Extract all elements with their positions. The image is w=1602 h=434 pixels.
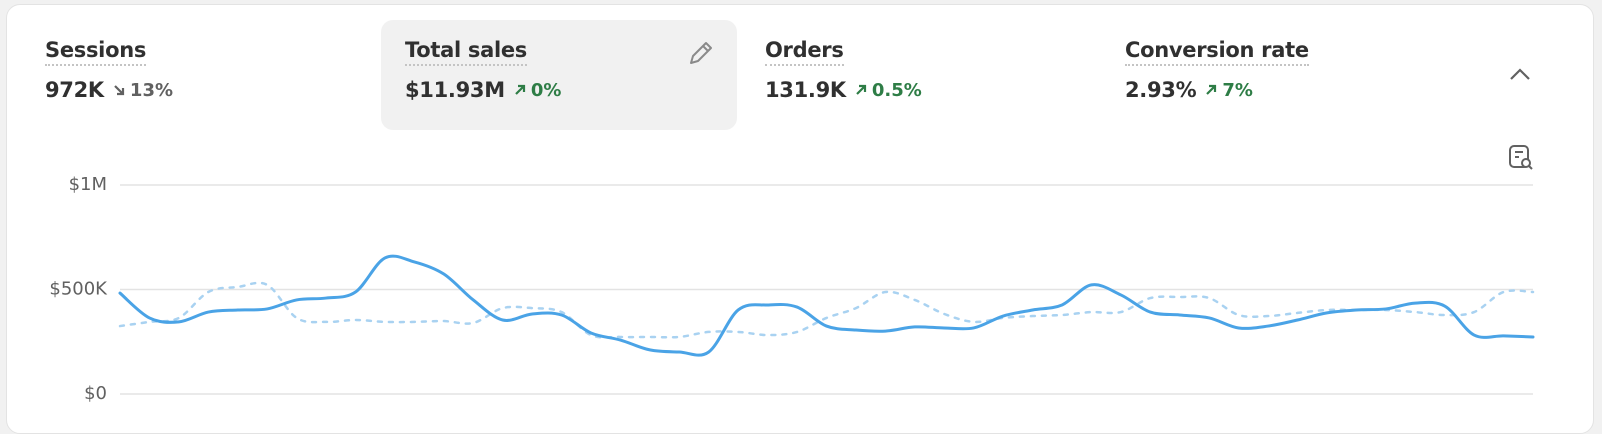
trend-arrow bbox=[856, 84, 867, 95]
page: Sessions 972K 13% Total sales $11.93M 0% Order… bbox=[6, 4, 1594, 434]
metric-change: 0% bbox=[513, 79, 562, 101]
metric-label: Orders bbox=[765, 38, 844, 66]
metric-label: Conversion rate bbox=[1125, 38, 1309, 66]
arrow-path bbox=[515, 84, 525, 95]
y-tick-label: $500K bbox=[49, 279, 108, 300]
change-text: 0.5% bbox=[871, 79, 922, 101]
change-text: 13% bbox=[129, 79, 174, 101]
metric-label: Sessions bbox=[45, 38, 146, 66]
metric-row: 972K 13% bbox=[45, 78, 353, 102]
metric-tab[interactable]: Orders 131.9K 0.5% bbox=[741, 20, 1097, 130]
trend-arrow bbox=[114, 85, 125, 96]
metric-row: $11.93M 0% bbox=[405, 78, 713, 102]
metric-tab[interactable]: Conversion rate 2.93% 7% bbox=[1101, 20, 1457, 130]
arrow-path bbox=[114, 85, 125, 96]
trend-arrow bbox=[515, 84, 525, 95]
sales-line bbox=[118, 254, 1535, 357]
metric-tab[interactable]: Total sales $11.93M 0% bbox=[381, 20, 737, 130]
metric-row: 2.93% 7% bbox=[1125, 78, 1433, 102]
change-text: 7% bbox=[1222, 79, 1253, 101]
trend-arrow bbox=[1206, 84, 1217, 95]
metric-label: Total sales bbox=[405, 38, 527, 66]
metric-value: 131.9K bbox=[765, 78, 846, 102]
collapse-icon[interactable] bbox=[1507, 65, 1533, 85]
arrow-path bbox=[856, 84, 867, 95]
y-tick-label: $0 bbox=[84, 383, 107, 404]
analyze-icon[interactable] bbox=[1505, 141, 1537, 173]
y-tick-label: $1M bbox=[69, 174, 107, 195]
metric-change: 13% bbox=[112, 80, 173, 101]
analytics-card: Sessions 972K 13% Total sales $11.93M 0% Order… bbox=[6, 4, 1594, 434]
metric-tab[interactable]: Sessions 972K 13% bbox=[21, 20, 377, 130]
metric-value: 2.93% bbox=[1125, 78, 1197, 102]
metric-change: 7% bbox=[1204, 80, 1253, 101]
edit-icon[interactable] bbox=[685, 37, 717, 69]
chart: $0 $500K $1M bbox=[49, 174, 1535, 404]
arrow-path bbox=[1206, 84, 1217, 95]
metric-value: 972K bbox=[45, 78, 104, 102]
comparison-line bbox=[118, 281, 1535, 339]
metric-change: 0.5% bbox=[854, 80, 922, 101]
metric-value: $11.93M bbox=[405, 78, 505, 102]
change-text: 0% bbox=[530, 79, 562, 101]
metric-row: 131.9K 0.5% bbox=[765, 78, 1073, 102]
